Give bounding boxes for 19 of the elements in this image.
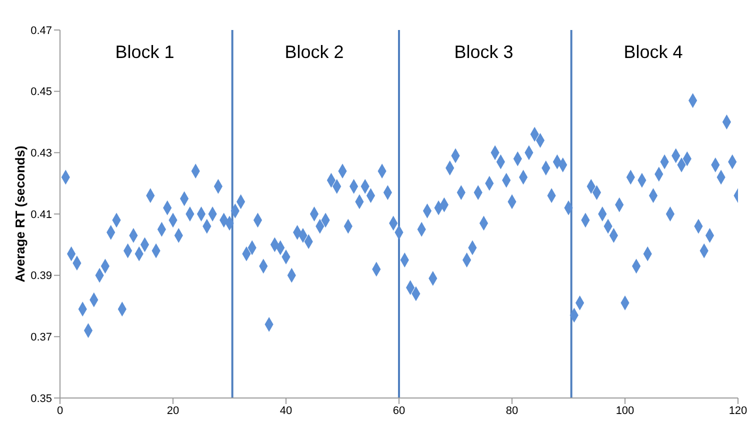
annotation: Block 4 [622,42,684,63]
x-tick-label: 60 [392,404,406,417]
x-tick-label: 100 [616,404,634,417]
x-tick-label: 120 [728,404,748,417]
annotation: Block 2 [284,42,345,63]
y-tick-label: 0.45 [30,86,52,98]
y-tick-label: 0.43 [30,148,52,160]
annotation: Block 3 [453,42,514,63]
y-tick-label: 0.35 [30,392,52,405]
y-tick-label: 0.47 [30,24,52,37]
x-tick-label: 20 [166,404,180,417]
y-tick-label: 0.37 [30,332,52,344]
x-tick-label: 40 [280,404,292,417]
x-tick-label: 0 [56,404,64,417]
y-axis-title: Average RT (seconds) [12,146,28,282]
annotation: Block 1 [114,42,176,63]
x-tick-label: 80 [506,404,518,417]
y-tick-label: 0.39 [30,270,52,282]
y-tick-label: 0.41 [30,208,52,221]
